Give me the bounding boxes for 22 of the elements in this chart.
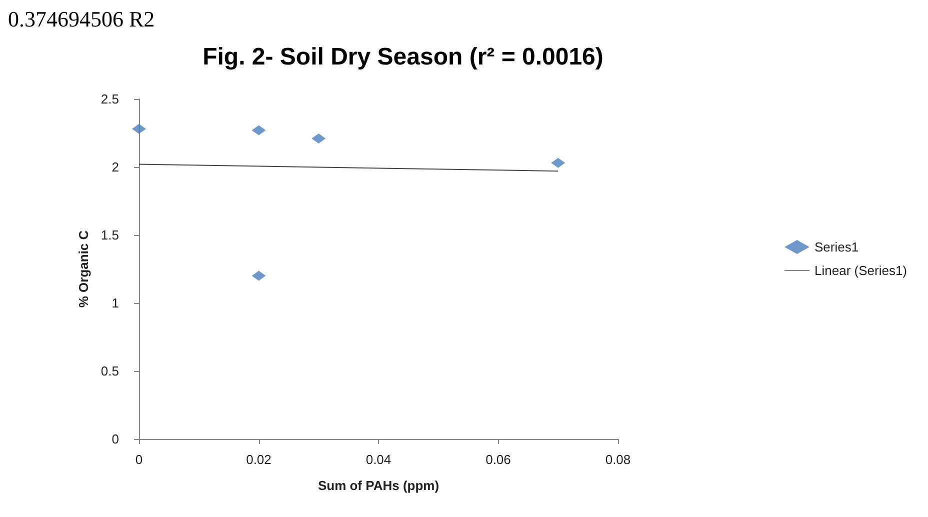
- x-tick-label: 0: [135, 452, 143, 467]
- point: [252, 270, 266, 281]
- x-tick-label: 0.08: [605, 452, 631, 467]
- y-tick-label: 0: [112, 432, 119, 446]
- point: [252, 125, 266, 136]
- y-tick-label: 2.5: [100, 92, 119, 106]
- x-tick-label: 0.04: [366, 452, 392, 467]
- legend-label: Linear (Series1): [814, 263, 908, 278]
- point: [132, 124, 146, 134]
- point: [312, 133, 326, 144]
- x-tick-label: 0.06: [486, 452, 511, 467]
- point: [551, 158, 566, 168]
- y-tick-label: 1: [112, 296, 119, 310]
- chart-title: Fig. 2- Soil Dry Season (r² = 0.0016): [202, 44, 604, 70]
- x-axis-title: Sum of PAHs (ppm): [318, 478, 440, 493]
- text: 0.374694506 R2: [8, 6, 155, 32]
- x-tick-label: 0.02: [246, 452, 272, 467]
- legend-label: Series1: [814, 240, 859, 254]
- y-tick-label: 2: [112, 160, 119, 174]
- y-tick-label: 1.5: [100, 228, 119, 242]
- y-tick-label: 0.5: [100, 364, 119, 378]
- y-axis-title: % Organic C: [76, 230, 92, 308]
